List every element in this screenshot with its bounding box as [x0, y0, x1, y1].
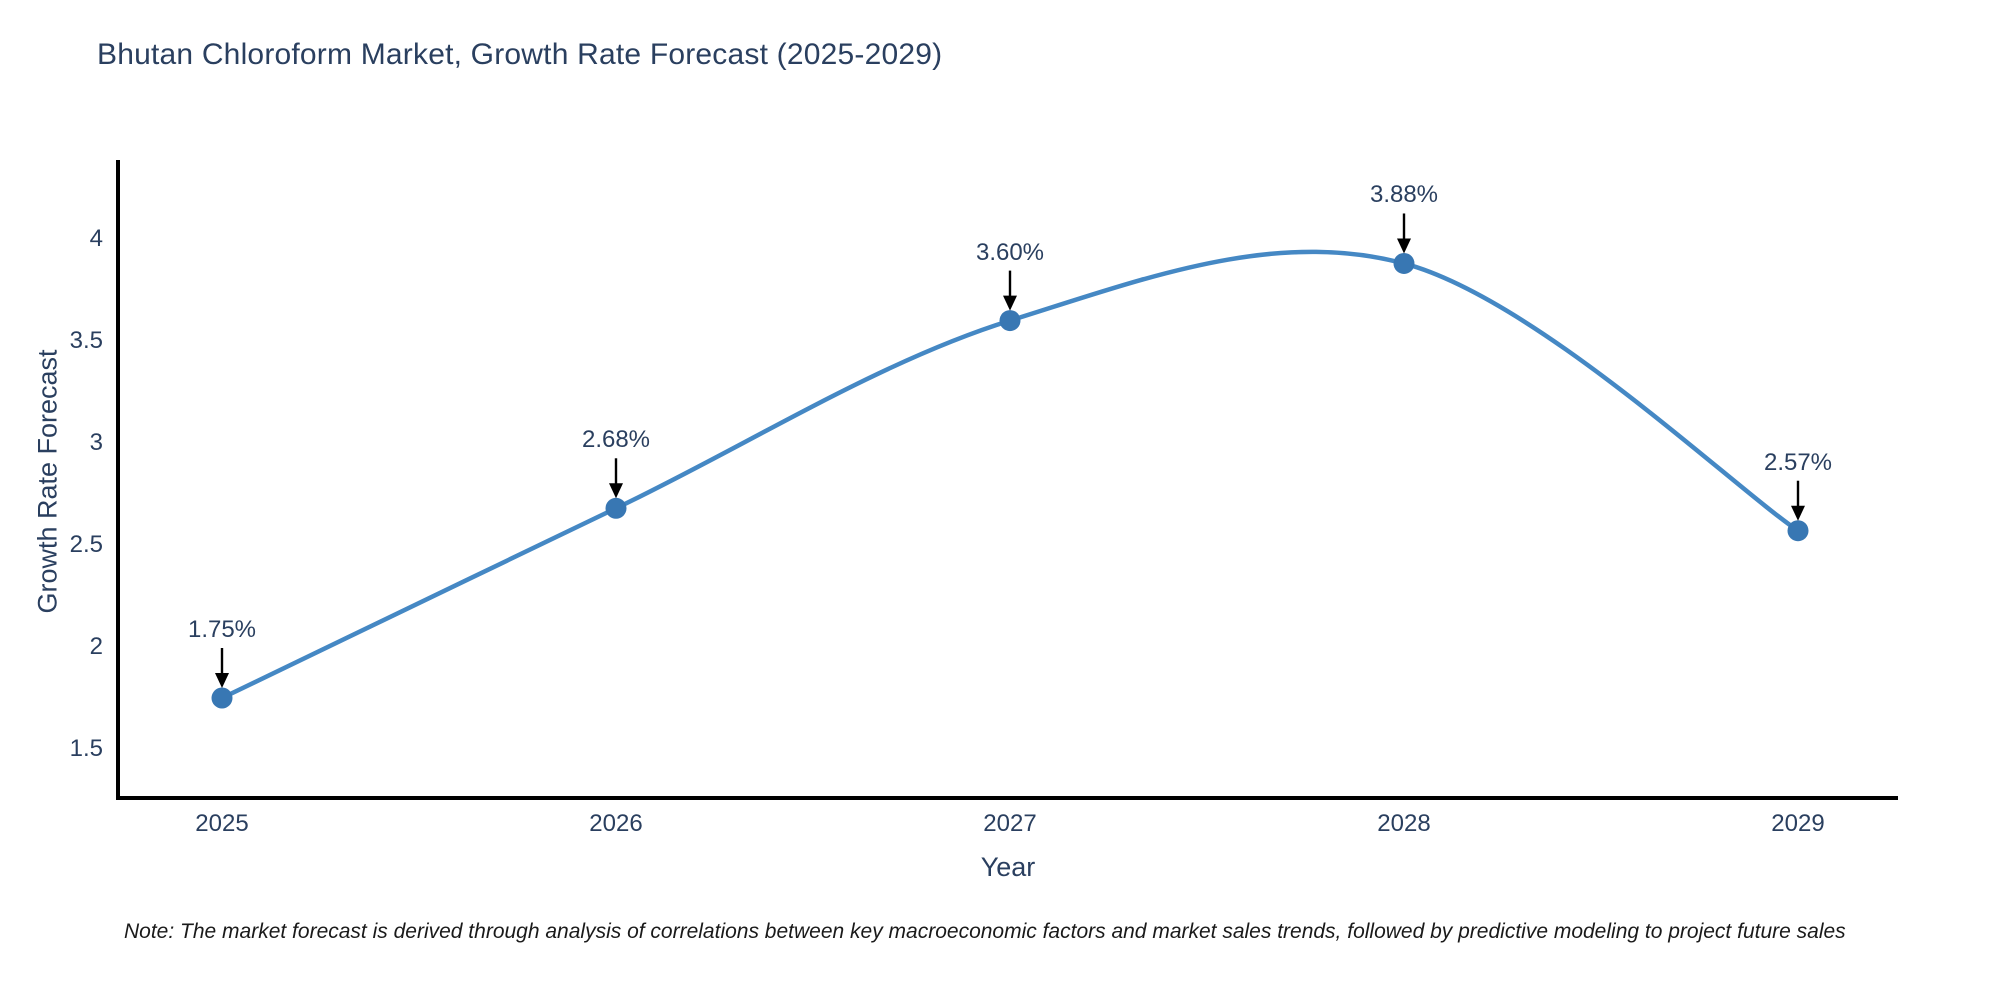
data-point-marker[interactable]	[605, 497, 627, 519]
annotation-arrowhead	[1003, 295, 1017, 311]
annotation-arrowhead	[1791, 505, 1805, 521]
data-point-marker[interactable]	[211, 687, 233, 709]
y-tick-label: 4	[89, 225, 103, 252]
x-tick-label: 2029	[1771, 810, 1825, 837]
data-point-label: 1.75%	[187, 616, 257, 643]
x-tick-label: 2026	[589, 810, 643, 837]
chart-title: Bhutan Chloroform Market, Growth Rate Fo…	[97, 38, 943, 71]
y-tick-label: 3	[89, 429, 103, 456]
annotation-arrowhead	[1397, 238, 1411, 254]
data-point-marker[interactable]	[999, 310, 1021, 332]
footnote: Note: The market forecast is derived thr…	[124, 920, 1846, 943]
x-tick-label: 2027	[983, 810, 1037, 837]
y-tick-label: 2	[89, 633, 103, 660]
y-tick-label: 1.5	[69, 735, 103, 762]
x-tick-label: 2025	[195, 810, 249, 837]
x-tick-label: 2028	[1377, 810, 1431, 837]
data-point-marker[interactable]	[1787, 520, 1809, 542]
annotation-arrowhead	[215, 673, 229, 688]
y-tick-label: 3.5	[69, 327, 103, 354]
data-point-label: 2.57%	[1763, 448, 1833, 476]
data-point-marker[interactable]	[1393, 252, 1415, 274]
data-point-label: 3.88%	[1369, 181, 1439, 209]
x-axis-title: Year	[980, 852, 1036, 882]
y-axis-title: Growth Rate Forecast	[32, 349, 63, 614]
data-point-label: 3.60%	[975, 238, 1045, 266]
annotation-arrowhead	[609, 483, 623, 499]
y-tick-label: 2.5	[69, 531, 103, 558]
data-point-label: 2.68%	[581, 426, 651, 454]
